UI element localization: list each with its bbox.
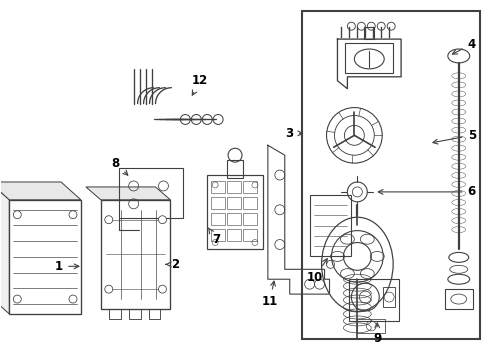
Bar [211, 229, 224, 240]
Text: 7: 7 [208, 228, 220, 246]
Bar [148, 309, 160, 319]
Text: 8: 8 [111, 157, 127, 175]
Circle shape [104, 285, 113, 293]
Bar [119, 168, 183, 218]
Bar [101, 200, 170, 309]
Bar [207, 175, 263, 249]
Bar [226, 181, 241, 193]
Text: 5: 5 [432, 129, 475, 144]
Circle shape [158, 216, 166, 224]
Bar [243, 197, 256, 209]
Bar [108, 309, 121, 319]
Polygon shape [86, 187, 170, 200]
Bar [9, 200, 81, 314]
Bar [226, 213, 241, 225]
Circle shape [13, 211, 21, 219]
Text: 6: 6 [378, 185, 475, 198]
Polygon shape [0, 182, 81, 200]
Bar [243, 181, 256, 193]
Bar [444, 289, 472, 309]
Circle shape [69, 211, 77, 219]
Bar [309, 195, 351, 256]
Circle shape [104, 216, 113, 224]
Polygon shape [0, 182, 9, 314]
Circle shape [69, 295, 77, 303]
Text: 1: 1 [55, 260, 79, 273]
Text: 11: 11 [261, 281, 277, 307]
Circle shape [13, 295, 21, 303]
Text: 9: 9 [372, 323, 381, 345]
Bar [128, 309, 141, 319]
Bar [226, 197, 241, 209]
Bar [301, 11, 479, 339]
Bar [243, 213, 256, 225]
Bar [211, 181, 224, 193]
Bar [226, 229, 241, 240]
Circle shape [158, 285, 166, 293]
Text: 12: 12 [192, 74, 208, 95]
Bar [349, 279, 398, 321]
Bar [243, 229, 256, 240]
Text: 3: 3 [285, 127, 302, 140]
Bar [345, 43, 392, 73]
Bar [357, 319, 385, 333]
Bar [211, 213, 224, 225]
Text: 4: 4 [451, 37, 475, 54]
Text: 10: 10 [306, 259, 326, 284]
Bar [211, 197, 224, 209]
Text: 2: 2 [165, 258, 179, 271]
Bar [226, 160, 243, 178]
Bar [383, 287, 394, 307]
